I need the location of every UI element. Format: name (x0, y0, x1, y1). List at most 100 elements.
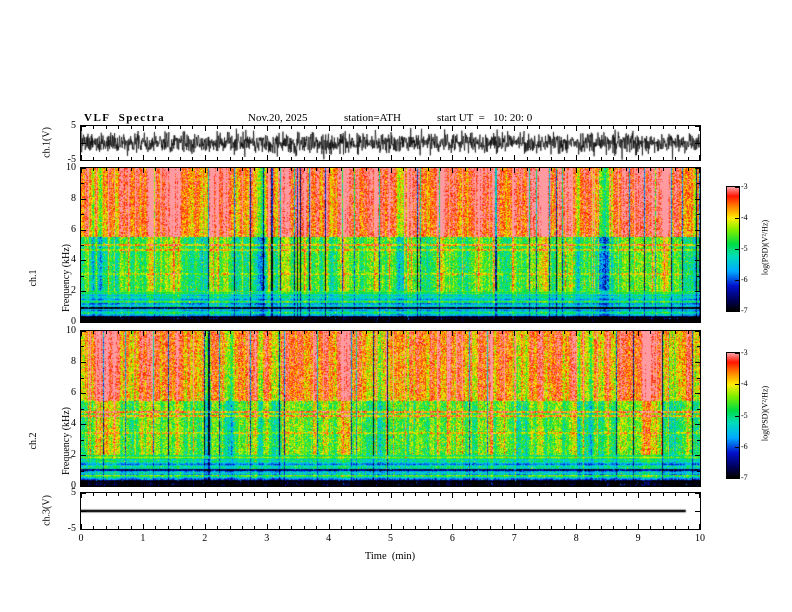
tick-mark (329, 524, 330, 529)
tick-mark (192, 126, 193, 129)
tick-mark (391, 317, 392, 322)
tick-mark (650, 331, 651, 334)
tick-mark (514, 481, 515, 486)
tick-mark (81, 183, 84, 184)
tick-mark (675, 168, 676, 171)
tick-mark (626, 168, 627, 171)
tick-mark (428, 331, 429, 334)
tick-mark (502, 526, 503, 529)
tick-mark (353, 319, 354, 322)
tick-mark (695, 529, 700, 530)
tick-mark (131, 331, 132, 334)
ch3-waveform-canvas (81, 493, 700, 529)
tick-mark (230, 483, 231, 486)
tick-mark (452, 524, 453, 529)
tick-mark (675, 157, 676, 160)
tick-mark (697, 307, 700, 308)
tick-mark (143, 155, 144, 160)
tick-mark (465, 126, 466, 129)
tick-mark (735, 477, 739, 478)
tick-mark (477, 157, 478, 160)
tick-mark (697, 183, 700, 184)
tick-mark (378, 526, 379, 529)
tick-mark (626, 493, 627, 496)
tick-mark (106, 483, 107, 486)
tick-mark (93, 319, 94, 322)
tick-mark (735, 218, 739, 219)
tick-mark (601, 157, 602, 160)
tick-mark (81, 126, 86, 127)
tick-mark (564, 483, 565, 486)
ch1-axis-line1: ch.1 (28, 269, 39, 287)
tick-mark (391, 155, 392, 160)
tick-mark (527, 168, 528, 171)
tick-mark (675, 483, 676, 486)
tick-mark (192, 168, 193, 171)
colorbar-tick-label: -6 (741, 441, 748, 451)
tick-mark (254, 483, 255, 486)
tick-mark (267, 493, 268, 498)
tick-mark (81, 424, 86, 425)
tick-mark (205, 126, 206, 131)
ch1-spectrogram-panel (80, 167, 701, 323)
tick-mark (230, 526, 231, 529)
tick-mark (452, 317, 453, 322)
tick-mark (502, 483, 503, 486)
tick-mark (675, 319, 676, 322)
tick-label: 6 (71, 223, 76, 235)
colorbar-tick-label: -5 (741, 244, 748, 253)
tick-mark (341, 168, 342, 171)
tick-mark (650, 483, 651, 486)
tick-mark (613, 526, 614, 529)
tick-mark (688, 319, 689, 322)
tick-mark (329, 493, 330, 498)
tick-mark (490, 157, 491, 160)
tick-mark (697, 440, 700, 441)
tick-label: 9 (635, 533, 641, 544)
tick-mark (539, 331, 540, 334)
tick-label: 10 (66, 325, 76, 336)
tick-mark (81, 529, 86, 530)
tick-mark (465, 331, 466, 334)
tick-mark (415, 331, 416, 334)
tick-mark (626, 483, 627, 486)
tick-mark (106, 331, 107, 334)
tick-mark (143, 481, 144, 486)
tick-mark (118, 157, 119, 160)
tick-mark (353, 168, 354, 171)
tick-mark (81, 346, 84, 347)
tick-mark (353, 331, 354, 334)
tick-mark (168, 319, 169, 322)
tick-mark (428, 483, 429, 486)
tick-mark (192, 319, 193, 322)
tick-mark (490, 168, 491, 171)
tick-mark (217, 483, 218, 486)
tick-mark (291, 319, 292, 322)
tick-mark (81, 260, 86, 261)
tick-mark (576, 317, 577, 322)
ch1-waveform-panel (80, 125, 701, 161)
tick-mark (230, 319, 231, 322)
tick-mark (329, 331, 330, 336)
tick-mark (291, 526, 292, 529)
tick-label: 2 (202, 533, 208, 544)
colorbar-tick-label: -4 (741, 213, 748, 222)
colorbar-tick-label: -7 (741, 306, 748, 315)
tick-mark (695, 168, 700, 169)
tick-mark (155, 331, 156, 334)
tick-mark (341, 157, 342, 160)
tick-label: 4 (71, 254, 76, 266)
tick-mark (391, 481, 392, 486)
tick-mark (490, 526, 491, 529)
tick-mark (695, 362, 700, 363)
tick-mark (502, 319, 503, 322)
tick-mark (490, 483, 491, 486)
tick-mark (688, 168, 689, 171)
tick-mark (695, 424, 700, 425)
tick-mark (242, 493, 243, 496)
tick-mark (440, 168, 441, 171)
tick-mark (81, 331, 82, 336)
tick-mark (415, 157, 416, 160)
tick-label: 1 (140, 533, 146, 544)
